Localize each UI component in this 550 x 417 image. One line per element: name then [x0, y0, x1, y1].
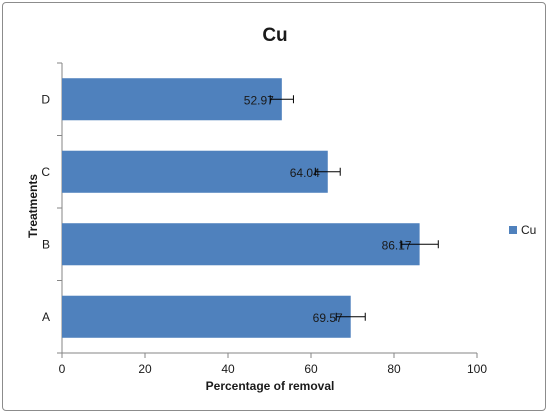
y-axis-title: Treatments — [26, 174, 40, 238]
x-tick-label: 80 — [387, 362, 401, 376]
y-tick-label: A — [42, 310, 50, 324]
plot-area: 0 20 40 60 80 100 A 69.57 B 86.17 C 64.04 D 52.97 — [41, 62, 487, 376]
chart-title: Cu — [262, 25, 287, 46]
chart-frame: Cu Treatments Percentage of removal 0 20 4… — [2, 2, 546, 411]
error-bar-A — [335, 312, 366, 321]
error-bar-D — [269, 95, 294, 104]
legend: Cu — [509, 223, 536, 237]
x-tick-label: 100 — [467, 362, 487, 376]
y-tick-label: B — [42, 237, 50, 251]
data-label-B: 86.17 — [382, 238, 412, 252]
bar-A — [62, 295, 351, 338]
bar-B — [62, 223, 420, 266]
bar-D — [62, 78, 282, 121]
y-tick-label: D — [41, 92, 50, 106]
bar-C — [62, 150, 328, 193]
x-tick-label: 0 — [59, 362, 66, 376]
legend-label-cu: Cu — [521, 223, 536, 237]
error-bar-B — [400, 240, 439, 249]
error-bar-C — [314, 167, 341, 176]
data-label-C: 64.04 — [290, 166, 320, 180]
legend-swatch-cu — [509, 226, 517, 234]
chart-svg: Cu Treatments Percentage of removal 0 20 4… — [26, 25, 536, 393]
data-label-A: 69.57 — [313, 311, 343, 325]
x-axis-title: Percentage of removal — [206, 379, 335, 393]
y-tick-label: C — [41, 165, 50, 179]
x-tick-label: 40 — [221, 362, 235, 376]
data-label-D: 52.97 — [244, 93, 274, 107]
x-tick-label: 20 — [138, 362, 152, 376]
x-tick-label: 60 — [304, 362, 318, 376]
